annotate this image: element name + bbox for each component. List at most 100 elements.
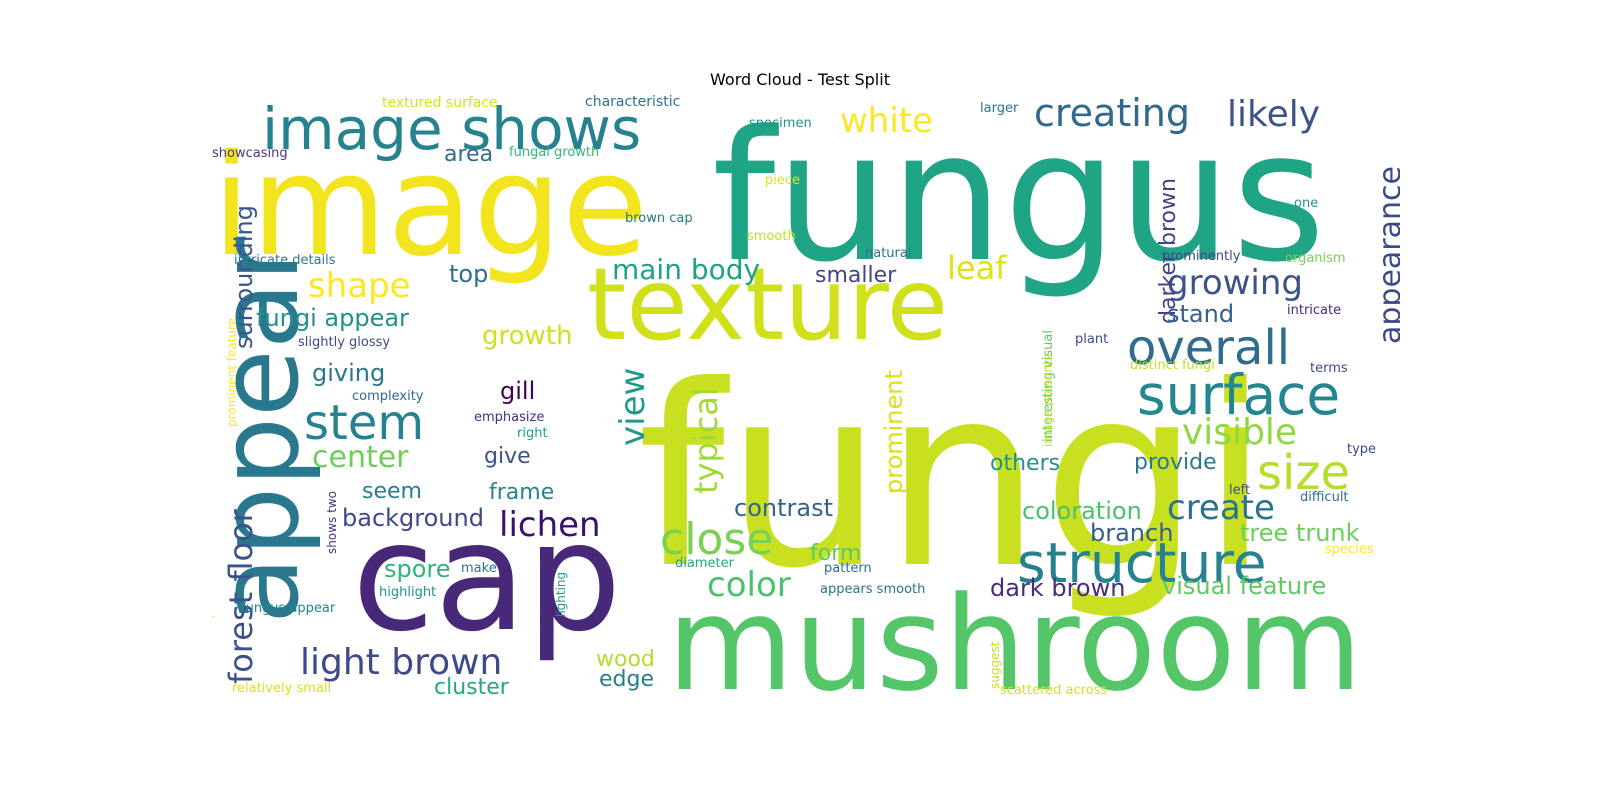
word-left: left: [1229, 483, 1250, 498]
word-difficult: difficult: [1300, 490, 1349, 505]
word-overall: overall: [1127, 320, 1290, 376]
word-relatively-small: relatively small: [232, 681, 331, 696]
word-give: give: [484, 444, 531, 469]
word-suggest: suggest: [988, 641, 1002, 689]
word-cluster: cluster: [434, 675, 510, 700]
word-light-brown: light brown: [300, 642, 502, 683]
word-white: white: [840, 101, 933, 141]
word-center: center: [312, 440, 409, 475]
word-mushroom: mushroom: [667, 568, 1362, 700]
word-view: view: [613, 368, 653, 446]
word-emphasize: emphasize: [474, 410, 544, 425]
word-visible: visible: [1182, 412, 1297, 453]
word-distinct-fungi: distinct fungi: [1130, 358, 1215, 373]
word-organism: organism: [1285, 251, 1346, 266]
word-edge: edge: [599, 667, 654, 692]
word-highlight: highlight: [379, 585, 436, 600]
word-top: top: [449, 260, 488, 288]
word-main-body: main body: [612, 253, 760, 286]
word-slightly-glossy: slightly glossy: [298, 335, 390, 350]
word-size: size: [1257, 445, 1350, 501]
word-creating: creating: [1034, 94, 1190, 135]
word-intricate: intricate: [1287, 303, 1341, 318]
word-giving: giving: [312, 359, 385, 387]
word-larger: larger: [980, 101, 1019, 116]
word-one: one: [1294, 196, 1318, 211]
word-appear: appear: [212, 236, 323, 624]
word-fungus: fungus: [712, 94, 1326, 302]
word-prominently: prominently: [1162, 249, 1241, 264]
word-complexity: complexity: [352, 389, 424, 404]
word-tree-trunk: tree trunk: [1240, 519, 1360, 547]
word-surface: surface: [1137, 363, 1340, 427]
word-pattern: pattern: [824, 561, 872, 576]
word-provide: provide: [1134, 450, 1217, 475]
word-fungal-growth: fungal growth: [509, 145, 599, 160]
word-type: type: [1347, 442, 1376, 457]
word-seem: seem: [362, 479, 422, 504]
word-fungus-appear: fungus appear: [241, 601, 336, 616]
word-color: color: [707, 565, 791, 605]
word-smaller: smaller: [815, 263, 897, 288]
word-textured-surface: textured surface: [382, 95, 498, 111]
word-specimen: specimen: [749, 116, 812, 131]
word-frame: frame: [489, 480, 554, 505]
word-coloration: coloration: [1022, 497, 1142, 525]
word-shows-two: shows two: [325, 491, 339, 554]
word-typical: typical: [687, 387, 725, 494]
word-appearance: appearance: [1373, 166, 1400, 344]
word-stand: stand: [1167, 300, 1234, 328]
word-growing: growing: [1167, 263, 1303, 303]
word-cap: cap: [352, 491, 622, 665]
word-area: area: [444, 142, 493, 167]
word-others: others: [990, 451, 1060, 476]
word-appears-smooth: appears smooth: [820, 582, 925, 597]
word-interesting-visual: interesting visual: [1041, 330, 1056, 442]
word-likely: likely: [1227, 94, 1320, 135]
word-growth: growth: [482, 321, 572, 351]
word-intricate-details: intricate details: [234, 253, 336, 268]
word-prominent-feature: prominent feature: [225, 318, 239, 427]
word-plant: plant: [1075, 332, 1108, 347]
word-darker-brown: darker brown: [1156, 178, 1181, 324]
word-forest-floor: forest floor: [222, 508, 260, 684]
word-image-presents: image presents: [1041, 354, 1055, 447]
word-natural: natural: [865, 246, 911, 261]
word-image-shows: image shows: [262, 95, 641, 163]
word-stem: stem: [304, 395, 424, 451]
word-fungi-appear: fungi appear: [256, 304, 409, 332]
word-prominent: prominent: [880, 370, 908, 494]
word-right: right: [517, 426, 548, 441]
word-fungi: fungi: [637, 332, 1270, 623]
word-contrast: contrast: [734, 494, 833, 522]
word-branch: branch: [1090, 519, 1173, 547]
word-structure: structure: [1017, 531, 1267, 595]
word-scattered-across: scattered across: [1000, 683, 1107, 698]
word-complex: complex: [212, 593, 215, 644]
word-showcasing: showcasing: [212, 146, 288, 161]
word-texture: texture: [587, 246, 948, 363]
word-smooth: smooth: [747, 229, 796, 244]
word-species: species: [1325, 542, 1374, 557]
word-shape: shape: [308, 266, 411, 306]
word-terms: terms: [1310, 361, 1348, 376]
word-image: image: [212, 125, 648, 288]
word-cloud: fungi fungus image mushroom cap texture appear…: [212, 94, 1400, 700]
word-gill: gill: [500, 377, 535, 405]
word-leaf: leaf: [947, 249, 1007, 287]
word-spore: spore: [384, 555, 451, 583]
word-piece: piece: [765, 173, 800, 188]
word-dark-brown: dark brown: [990, 574, 1125, 602]
word-surrounding: surrounding: [230, 205, 258, 349]
word-close: close: [660, 514, 773, 565]
word-lighting: lighting: [554, 572, 568, 617]
figure-title: Word Cloud - Test Split: [710, 70, 890, 89]
word-cloud-canvas: fungi fungus image mushroom cap texture appear…: [212, 94, 1400, 700]
word-characteristic: characteristic: [585, 94, 680, 110]
word-lichen: lichen: [499, 505, 601, 545]
word-create: create: [1167, 488, 1275, 528]
word-form: form: [810, 541, 861, 566]
word-brown-cap: brown cap: [625, 211, 693, 226]
word-visual-feature: visual feature: [1162, 572, 1326, 600]
word-wood: wood: [596, 647, 655, 672]
